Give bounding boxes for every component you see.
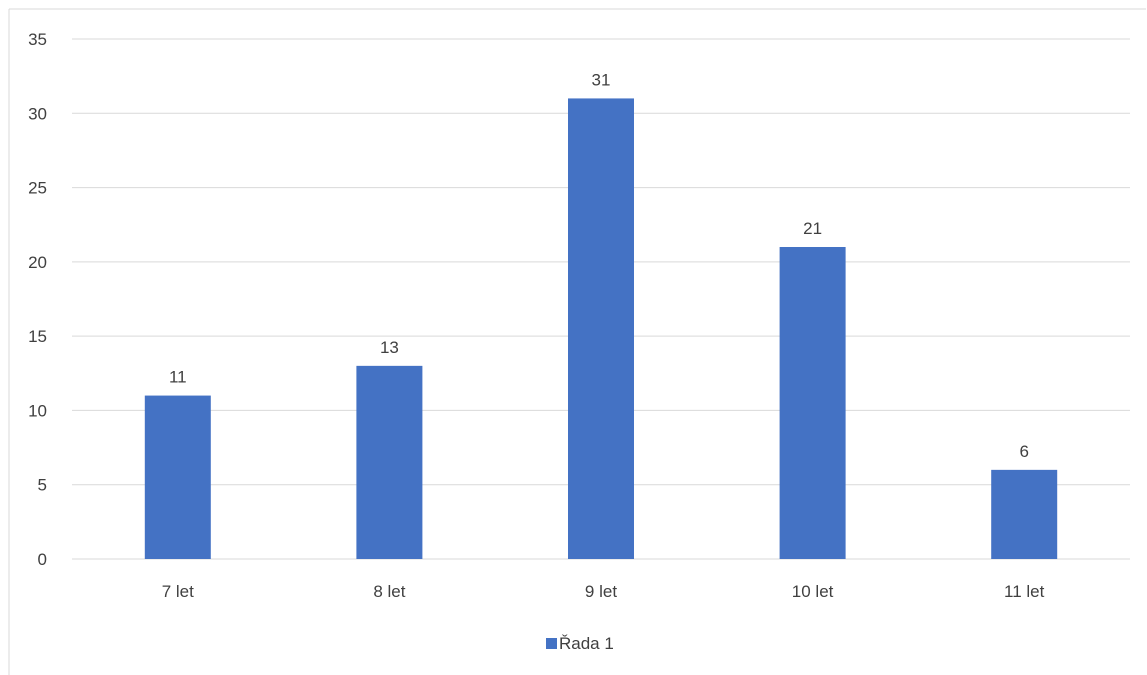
y-tick-label: 30: [28, 104, 47, 123]
legend[interactable]: Řada 1: [546, 634, 614, 653]
y-tick-label: 15: [28, 327, 47, 346]
y-tick-label: 0: [38, 550, 47, 569]
legend-label: Řada 1: [559, 634, 614, 653]
y-tick-label: 10: [28, 401, 47, 420]
x-tick-label: 10 let: [792, 582, 834, 601]
x-tick-label: 9 let: [585, 582, 617, 601]
y-tick-label: 5: [38, 476, 47, 495]
data-label: 21: [803, 219, 822, 238]
x-tick-label: 11 let: [1004, 582, 1045, 601]
bar-10-let[interactable]: [780, 247, 846, 559]
y-tick-label: 20: [28, 253, 47, 272]
legend-swatch: [546, 638, 557, 649]
data-label: 13: [380, 338, 399, 357]
data-label: 11: [169, 368, 187, 387]
y-tick-label: 25: [28, 179, 47, 198]
x-tick-label: 8 let: [373, 582, 405, 601]
bar-8-let[interactable]: [356, 366, 422, 559]
y-tick-label: 35: [28, 30, 47, 49]
bar-7-let[interactable]: [145, 396, 211, 559]
bar-11-let[interactable]: [991, 470, 1057, 559]
data-label: 6: [1019, 442, 1028, 461]
bar-9-let[interactable]: [568, 98, 634, 559]
x-tick-label: 7 let: [162, 582, 194, 601]
data-label: 31: [592, 70, 611, 89]
